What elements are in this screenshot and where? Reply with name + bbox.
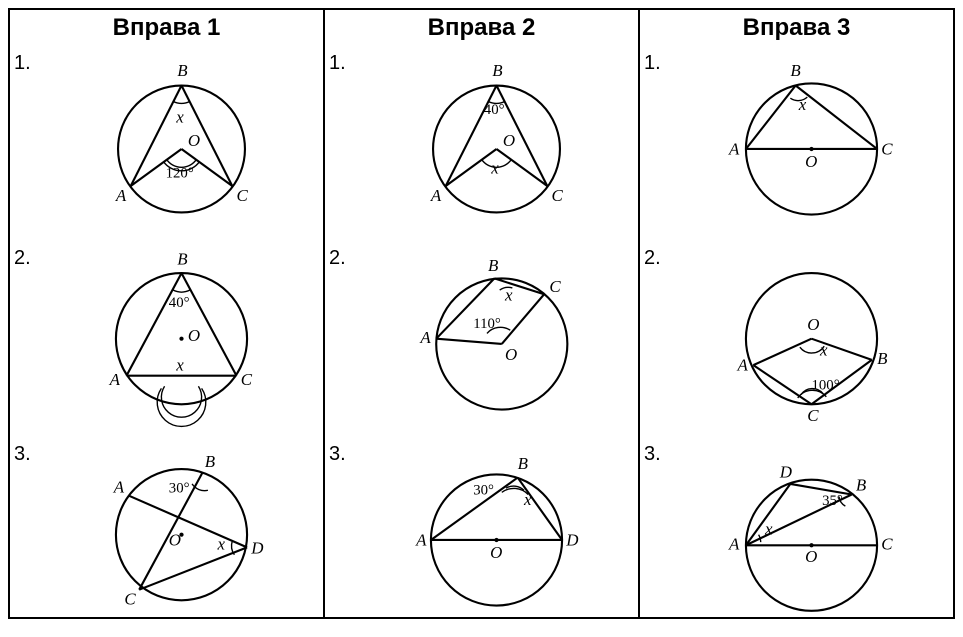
svg-text:O: O bbox=[805, 547, 817, 566]
col3-title: Вправа 3 bbox=[644, 14, 949, 42]
col2-title: Вправа 2 bbox=[329, 14, 634, 42]
worksheet-container: Вправа 1 1. B A C O bbox=[8, 8, 955, 619]
c1-r2-fig: B A C O 40° x bbox=[44, 241, 319, 436]
lbl-A: A bbox=[115, 186, 127, 205]
svg-text:B: B bbox=[205, 452, 215, 471]
svg-text:A: A bbox=[728, 139, 740, 158]
svg-text:A: A bbox=[736, 356, 748, 375]
svg-text:x: x bbox=[490, 158, 499, 177]
svg-text:C: C bbox=[552, 186, 564, 205]
svg-text:110°: 110° bbox=[473, 316, 501, 332]
svg-text:C: C bbox=[881, 534, 893, 553]
svg-text:O: O bbox=[169, 530, 181, 549]
svg-text:40°: 40° bbox=[169, 295, 190, 311]
svg-text:B: B bbox=[877, 349, 887, 368]
c3-r2: 2. O A B C x 100° bbox=[644, 241, 949, 436]
svg-text:A: A bbox=[419, 328, 431, 347]
c1-r3: 3. A B C D O 30° x bbox=[14, 437, 319, 632]
lbl-x: x bbox=[175, 108, 184, 127]
svg-text:C: C bbox=[124, 589, 136, 608]
svg-text:D: D bbox=[779, 462, 792, 481]
c1-r2: 2. B A C O 40° x bbox=[14, 241, 319, 436]
column-3: Вправа 3 1. A B C O x bbox=[640, 10, 953, 617]
svg-text:x: x bbox=[175, 356, 184, 375]
svg-text:A: A bbox=[430, 186, 442, 205]
svg-text:O: O bbox=[807, 316, 819, 335]
svg-text:O: O bbox=[490, 543, 502, 562]
svg-text:D: D bbox=[565, 530, 578, 549]
svg-text:B: B bbox=[790, 61, 800, 80]
c1-r3-num: 3. bbox=[14, 437, 44, 466]
svg-text:B: B bbox=[488, 256, 498, 275]
svg-text:A: A bbox=[109, 371, 121, 390]
svg-text:A: A bbox=[415, 530, 427, 549]
c1-r1-num: 1. bbox=[14, 46, 44, 75]
c2-r2: 2. A B C O 110° x bbox=[329, 241, 634, 436]
svg-text:100°: 100° bbox=[812, 378, 840, 394]
svg-text:A: A bbox=[728, 534, 740, 553]
svg-text:C: C bbox=[241, 371, 253, 390]
svg-text:C: C bbox=[549, 278, 561, 297]
lbl-120: 120° bbox=[166, 166, 194, 182]
svg-text:O: O bbox=[188, 326, 200, 345]
svg-text:30°: 30° bbox=[169, 480, 190, 496]
col1-title: Вправа 1 bbox=[14, 14, 319, 42]
svg-text:40°: 40° bbox=[484, 102, 505, 118]
svg-text:B: B bbox=[856, 475, 866, 494]
column-1: Вправа 1 1. B A C O bbox=[10, 10, 325, 617]
svg-text:B: B bbox=[518, 454, 528, 473]
c2-r3: 3. A B D O 30° x bbox=[329, 437, 634, 632]
svg-text:x: x bbox=[798, 95, 807, 114]
svg-text:O: O bbox=[505, 345, 517, 364]
c2-r1: 1. B A C O 40° x bbox=[329, 46, 634, 241]
svg-text:x: x bbox=[764, 519, 773, 538]
svg-text:C: C bbox=[807, 407, 819, 426]
svg-text:x: x bbox=[504, 286, 513, 305]
c1-r3-fig: A B C D O 30° x bbox=[44, 437, 319, 632]
c3-r3: 3. A C D B O 35° bbox=[644, 437, 949, 632]
svg-text:30°: 30° bbox=[473, 482, 494, 498]
c3-r1: 1. A B C O x bbox=[644, 46, 949, 241]
column-2: Вправа 2 1. B A C O 40° x bbox=[325, 10, 640, 617]
svg-text:B: B bbox=[492, 61, 502, 80]
svg-text:D: D bbox=[250, 538, 263, 557]
svg-text:O: O bbox=[503, 131, 515, 150]
svg-text:x: x bbox=[523, 490, 532, 509]
svg-text:x: x bbox=[819, 341, 828, 360]
svg-text:B: B bbox=[177, 250, 187, 269]
svg-text:C: C bbox=[881, 139, 893, 158]
lbl-B: B bbox=[177, 61, 187, 80]
lbl-C: C bbox=[237, 186, 249, 205]
c1-r1-fig: B A C O x 120° bbox=[44, 46, 319, 241]
svg-text:O: O bbox=[805, 152, 817, 171]
svg-text:A: A bbox=[113, 477, 125, 496]
svg-text:35°: 35° bbox=[822, 493, 843, 509]
lbl-O: O bbox=[188, 131, 200, 150]
c1-r2-num: 2. bbox=[14, 241, 44, 270]
svg-text:x: x bbox=[216, 534, 225, 553]
c1-r1: 1. B A C O x 1 bbox=[14, 46, 319, 241]
